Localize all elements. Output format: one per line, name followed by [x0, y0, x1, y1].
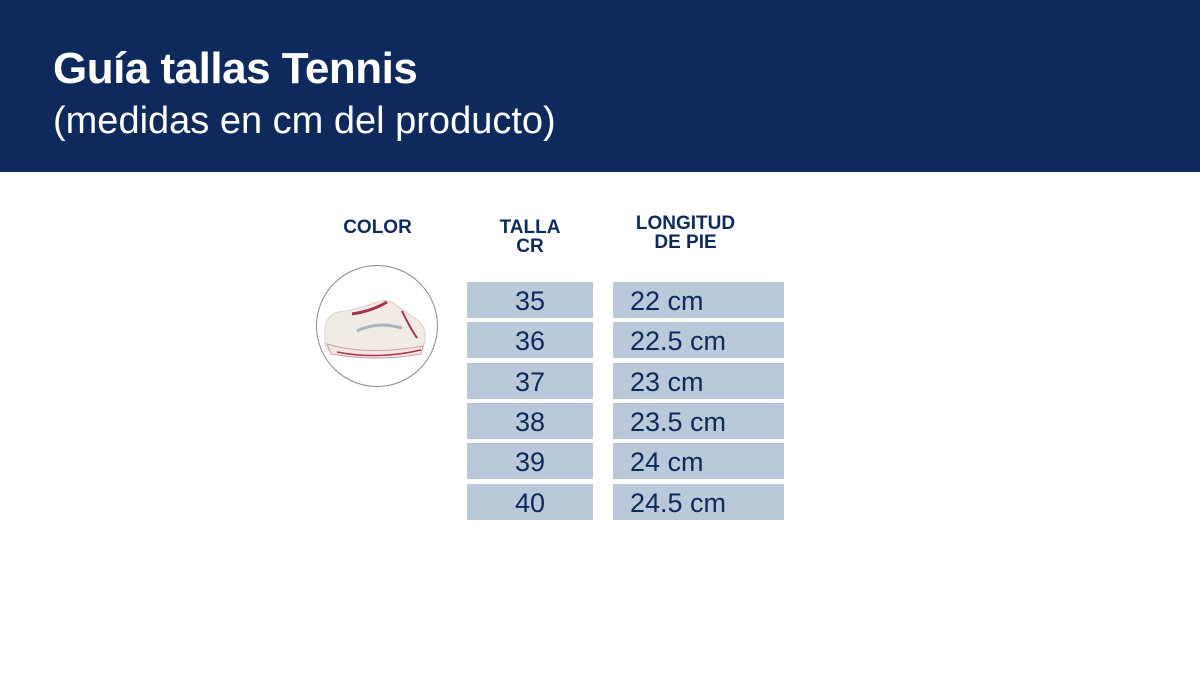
page-subtitle: (medidas en cm del producto)	[53, 100, 556, 142]
longitud-cell: 24 cm	[613, 443, 784, 480]
longitud-cell: 24.5 cm	[613, 483, 784, 520]
talla-line-1: TALLA	[499, 217, 561, 238]
longitud-cell: 22 cm	[613, 282, 784, 318]
talla-cell: 39	[467, 443, 593, 480]
page-title: Guía tallas Tennis	[53, 44, 418, 93]
talla-cell: 38	[467, 402, 593, 439]
longitud-cell: 23.5 cm	[613, 402, 784, 439]
longitud-cell: 22.5 cm	[613, 322, 784, 359]
sneaker-icon	[324, 300, 426, 359]
longitud-line-2: DE PIE	[654, 232, 717, 253]
talla-cell: 36	[467, 322, 593, 359]
column-header-color: COLOR	[343, 217, 412, 238]
longitud-line-1: LONGITUD	[635, 213, 736, 234]
column-header-longitud: LONGITUD DE PIE	[613, 214, 758, 252]
talla-cell: 35	[467, 282, 593, 318]
talla-cell: 37	[467, 362, 593, 399]
column-header-talla: TALLA CR	[467, 218, 593, 256]
product-image	[316, 265, 438, 387]
header-banner: Guía tallas Tennis (medidas en cm del pr…	[0, 0, 1200, 172]
longitud-cell: 23 cm	[613, 362, 784, 399]
talla-cell: 40	[467, 483, 593, 520]
talla-line-2: CR	[516, 236, 544, 257]
